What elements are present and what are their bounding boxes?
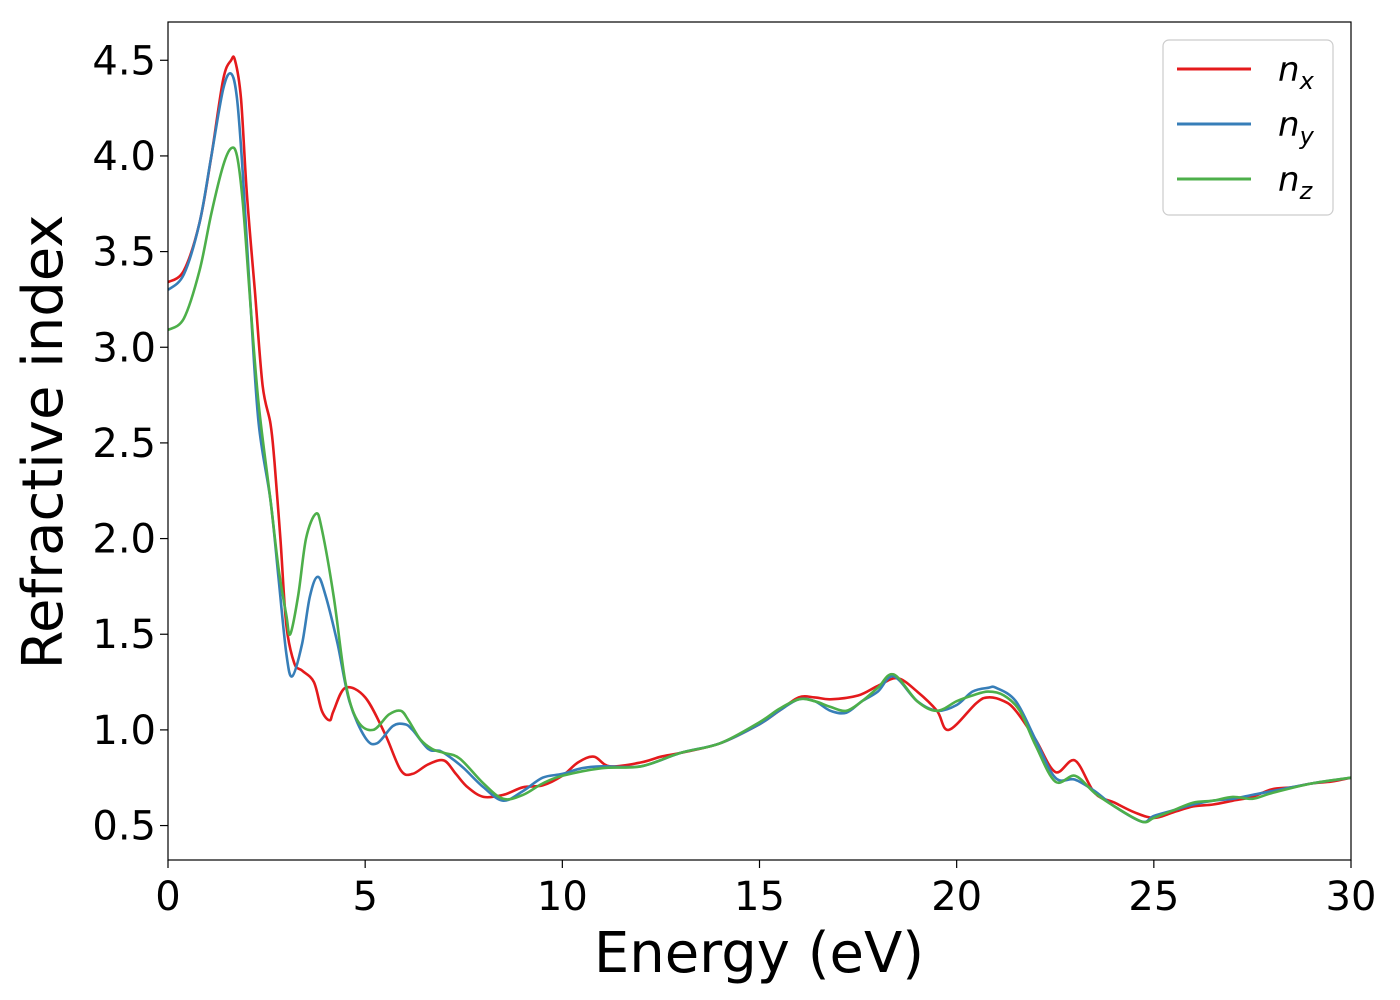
y-tick-label: 2.5 — [92, 421, 156, 467]
x-tick-label: 30 — [1326, 874, 1377, 920]
x-axis: 0 5 10 15 20 25 30 — [155, 860, 1376, 920]
x-tick-label: 0 — [155, 874, 180, 920]
legend-box — [1162, 39, 1334, 216]
x-tick-label: 15 — [734, 874, 785, 920]
x-tick-label: 10 — [537, 874, 588, 920]
y-tick-label: 3.5 — [92, 230, 156, 276]
x-tick-label: 20 — [931, 874, 982, 920]
y-tick-label: 4.0 — [92, 134, 156, 180]
y-axis-label: Refractive index — [11, 215, 76, 670]
series-line-n-z — [168, 146, 1351, 824]
legend-subscript: x — [1299, 67, 1315, 95]
x-tick-label: 25 — [1128, 874, 1179, 920]
y-axis: 0.5 1.0 1.5 2.0 2.5 3.0 3.5 4.0 4.5 — [92, 38, 168, 850]
series-lines — [168, 55, 1351, 824]
y-tick-label: 1.5 — [92, 612, 156, 658]
y-tick-label: 3.0 — [92, 325, 156, 371]
y-tick-label: 4.5 — [92, 38, 156, 84]
legend-subscript: y — [1299, 122, 1315, 150]
y-tick-label: 2.0 — [92, 517, 156, 563]
x-tick-label: 5 — [352, 874, 377, 920]
x-axis-label: Energy (eV) — [594, 921, 924, 986]
y-tick-label: 0.5 — [92, 804, 156, 850]
y-tick-label: 1.0 — [92, 708, 156, 754]
legend-subscript: z — [1299, 177, 1314, 205]
